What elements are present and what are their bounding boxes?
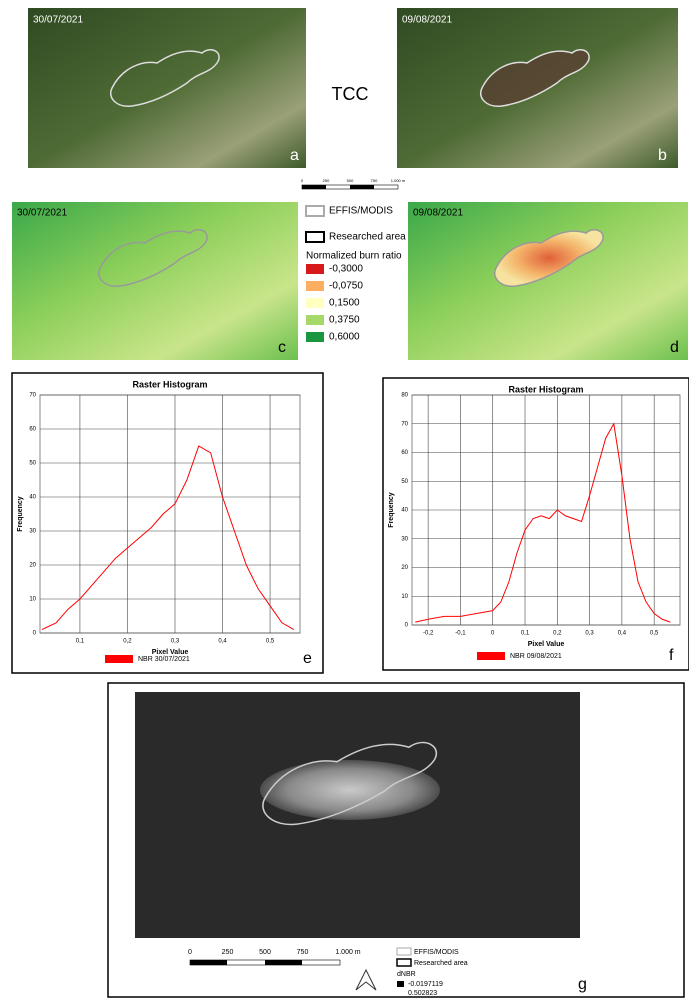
legend-title: dNBR [397,971,416,978]
y-tick-label: 50 [29,461,36,467]
legend-swatch [397,959,411,966]
map-image [12,202,298,360]
x-tick-label: -0,2 [423,631,434,637]
y-tick-label: 10 [401,594,408,600]
north-arrow [356,970,376,990]
legend-swatch [397,981,404,987]
y-tick-label: 40 [401,508,408,514]
x-tick-label: 0,2 [553,631,562,637]
scale-label: 500 [259,949,271,956]
y-axis-label: Frequency [17,496,24,532]
scale-label: 750 [297,949,309,956]
legend-label: -0,3000 [329,264,363,275]
scale-label: 750 [371,178,378,183]
panel-label: b [658,147,667,164]
map-image [408,202,688,360]
y-tick-label: 70 [401,421,408,427]
legend-swatch [105,655,133,663]
y-tick-label: 60 [401,450,408,456]
x-axis-label: Pixel Value [152,649,189,656]
y-tick-label: 70 [29,393,36,399]
scale-label: 250 [222,949,234,956]
scale-label: 0 [301,178,304,183]
x-tick-label: 0,5 [650,631,659,637]
legend-label: 0.502823 [408,990,437,997]
scale-label: 0 [188,949,192,956]
y-tick-label: 30 [29,529,36,535]
scale-label: 1.000 m [335,949,360,956]
x-axis-label: Pixel Value [528,641,565,648]
legend-title: Normalized burn ratio [306,251,402,262]
panel-label: f [669,647,674,664]
figure: 30/07/2021 a TCC 09/08/2021 b 30/07/2021… [0,0,689,998]
legend-label: -0,0750 [329,281,363,292]
x-tick-label: 0,4 [618,631,627,637]
legend-label: EFFIS/MODIS [414,949,459,956]
legend-label: 0,6000 [329,332,360,343]
scale-label: 500 [347,178,354,183]
x-tick-label: 0,3 [171,639,180,645]
legend-swatch [306,315,324,325]
scale-bar [190,960,227,965]
map-image [28,8,306,168]
legend-swatch [306,298,324,308]
y-tick-label: 80 [401,393,408,399]
legend-label: Researched area [414,960,468,967]
scale-bar [302,185,398,189]
panel-label: c [278,339,286,356]
y-tick-label: 50 [401,479,408,485]
tcc-label: TCC [332,84,369,104]
panel-frame [383,378,689,670]
chart-title: Raster Histogram [508,384,583,394]
legend-label: 0,3750 [329,315,360,326]
scale-bar [265,960,302,965]
legend-label: NBR 09/08/2021 [510,653,562,660]
map-date: 09/08/2021 [402,15,452,26]
legend-label: NBR 30/07/2021 [138,656,190,663]
legend-swatch [306,332,324,342]
x-tick-label: 0,1 [76,639,85,645]
map-date: 30/07/2021 [17,208,67,219]
y-tick-label: 40 [29,495,36,501]
legend-swatch [306,206,324,216]
burn-area [260,760,440,820]
legend-label: Researched area [329,232,406,243]
scale-label: 1,000 m [391,178,406,183]
x-tick-label: 0,5 [266,639,275,645]
panel-label: d [670,339,679,356]
x-tick-label: 0,4 [218,639,227,645]
panel-label: e [303,650,312,667]
x-tick-label: 0,2 [123,639,132,645]
legend-label: -0.0197119 [408,981,443,988]
map-date: 09/08/2021 [413,208,463,219]
panel-frame [12,373,323,673]
legend-swatch [306,264,324,274]
y-tick-label: 20 [401,565,408,571]
chart-title: Raster Histogram [132,379,207,389]
map-date: 30/07/2021 [33,15,83,26]
y-tick-label: 30 [401,536,408,542]
legend-swatch [306,232,324,242]
y-axis-label: Frequency [388,492,395,528]
legend-label: 0,1500 [329,298,360,309]
legend-label: EFFIS/MODIS [329,206,393,217]
scale-label: 250 [323,178,330,183]
panel-label: g [578,976,587,993]
x-tick-label: 0,3 [585,631,594,637]
legend-swatch [306,281,324,291]
y-tick-label: 10 [29,597,36,603]
legend-swatch [477,652,505,660]
y-tick-label: 20 [29,563,36,569]
panel-label: a [290,147,299,164]
x-tick-label: 0,1 [521,631,530,637]
legend-swatch [397,948,411,955]
x-tick-label: -0,1 [455,631,466,637]
y-tick-label: 60 [29,427,36,433]
